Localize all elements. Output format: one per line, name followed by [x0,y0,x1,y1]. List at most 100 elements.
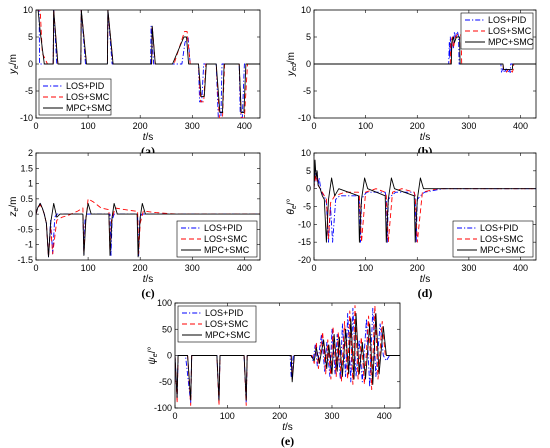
x-tick-label: 0 [33,263,38,273]
chart-a: 0 100 200 300 400 -10 -5 0 5 10 LOS+PIDLOS+SMCMPC+… [8,5,261,158]
y-tick-label: -20 [298,255,311,265]
legend-label: MPC+SMC [66,103,112,113]
legend-label: LOS+PID [205,308,244,318]
x-tick-label: 100 [358,263,373,273]
y-axis-label: ψe/° [147,347,159,365]
y-tick-label: -10 [298,113,311,123]
y-axis-label-var: ψ [147,356,158,364]
x-axis-label: t/s [282,422,293,433]
legend-label: LOS+SMC [480,234,524,244]
series-group [36,198,260,258]
y-axis-label-sub: e [13,65,20,69]
y-tick-label: 10 [301,148,311,158]
y-tick-label: -10 [298,219,311,229]
series-group [36,10,260,118]
y-axis-label-sub: e [152,353,159,357]
chart-b: 0 100 200 300 400 -10 -5 0 5 10 LOS+PIDLOS+SMCMPC+… [286,5,537,158]
x-tick-label: 0 [33,121,38,131]
y-tick-label: 0 [306,59,311,69]
legend-label: LOS+PID [480,223,519,233]
series-line-mpc-plus-smc [175,313,400,401]
series-group [314,31,536,74]
series-group [175,305,400,406]
chart-c: 0 100 200 300 400 -1.5 -1 -0.5 0 0.5 1 1.5 2 LOS+PIDL… [8,148,261,300]
x-axis-label-unit: /s [285,422,293,433]
x-tick-label: 400 [513,121,528,131]
subfigure-caption: (c) [141,286,154,300]
legend-label: LOS+SMC [205,319,249,329]
x-axis-label-var: t [420,132,424,143]
x-axis-label-var: t [143,132,147,143]
legend-label: LOS+PID [488,15,527,25]
legend-label: LOS+PID [204,223,243,233]
y-tick-label: 0 [167,351,172,361]
y-axis-label-var: θ [286,209,297,215]
y-tick-label: 5 [306,32,311,42]
x-tick-label: 300 [185,263,200,273]
y-tick-label: -15 [298,237,311,247]
x-tick-label: 100 [358,121,373,131]
chart-d: 0 100 200 300 400 -20 -15 -10 -5 0 5 10 LOS+PIDLOS+S… [286,148,537,300]
x-tick-label: 200 [133,263,148,273]
x-tick-label: 200 [410,263,425,273]
y-tick-label: 50 [162,324,172,334]
legend-label: LOS+SMC [204,234,248,244]
series-line-los-plus-pid [314,31,536,74]
y-tick-label: 10 [23,5,33,15]
x-tick-label: 400 [237,121,252,131]
x-tick-label: 400 [377,411,392,421]
y-tick-label: -5 [303,86,311,96]
chart-e: 0 100 200 300 400 -100 -50 0 50 100 LOS+PIDLOS+SMC… [147,298,401,448]
y-axis-label-sub: e [291,205,298,209]
series-line-los-plus-pid [314,166,536,243]
y-axis-label-unit: /° [286,198,297,205]
series-line-los-plus-smc [314,33,536,73]
x-axis-label: t/s [420,132,431,143]
x-tick-label: 200 [133,121,148,131]
series-line-mpc-plus-smc [314,159,536,243]
y-tick-label: 0 [306,184,311,194]
legend-label: MPC+SMC [204,245,250,255]
legend-label: MPC+SMC [488,37,534,47]
y-tick-label: -5 [303,202,311,212]
y-axis-label: θe/° [286,198,298,214]
x-tick-label: 200 [272,411,287,421]
y-axis-label-var: y [286,70,297,77]
y-tick-label: -1 [25,240,33,250]
y-axis-label-var: z [8,212,19,218]
y-tick-label: -0.5 [17,224,33,234]
x-tick-label: 0 [172,411,177,421]
x-tick-label: 400 [513,263,528,273]
y-axis-label-sub: e [13,208,20,212]
series-line-mpc-plus-smc [36,10,260,114]
x-tick-label: 400 [237,263,252,273]
y-tick-label: 1 [28,179,33,189]
y-tick-label: 5 [28,32,33,42]
y-tick-label: 2 [28,148,33,158]
legend-label: MPC+SMC [480,245,526,255]
y-axis-label: ze/m [8,196,20,217]
y-tick-label: -5 [25,86,33,96]
series-line-mpc-plus-smc [36,202,260,258]
x-tick-label: 300 [324,411,339,421]
legend-label: LOS+PID [66,81,105,91]
x-axis-label-var: t [282,422,286,433]
subfigure-caption: (d) [418,286,433,300]
x-tick-label: 100 [81,263,96,273]
x-tick-label: 300 [461,263,476,273]
x-axis-label-var: t [420,274,424,285]
x-axis-label-unit: /s [423,274,431,285]
x-axis-label: t/s [143,132,154,143]
series-group [314,159,536,243]
x-tick-label: 100 [81,121,96,131]
y-axis-label: yed/m [286,52,298,77]
legend-label: LOS+SMC [488,26,532,36]
y-tick-label: -50 [159,377,172,387]
legend-label: LOS+SMC [66,92,110,102]
x-axis-label-unit: /s [146,132,154,143]
y-tick-label: 5 [306,166,311,176]
